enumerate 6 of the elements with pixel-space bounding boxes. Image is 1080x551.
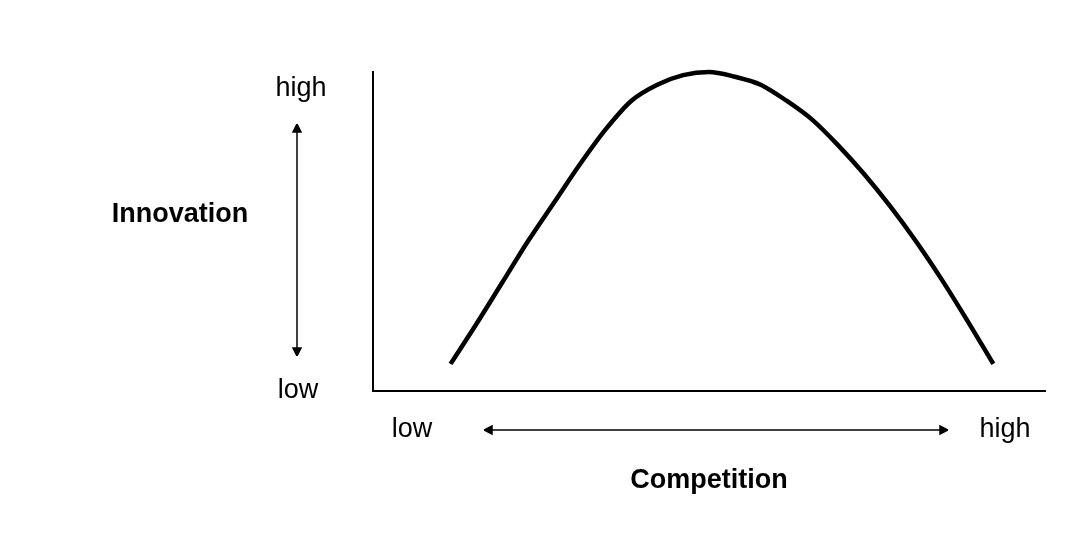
text: high [979, 413, 1031, 444]
text: low [277, 374, 319, 405]
text: high [275, 72, 327, 103]
x-axis-title: Competition [630, 464, 788, 495]
text: low [391, 413, 433, 444]
y-axis-title: Innovation [111, 198, 249, 229]
